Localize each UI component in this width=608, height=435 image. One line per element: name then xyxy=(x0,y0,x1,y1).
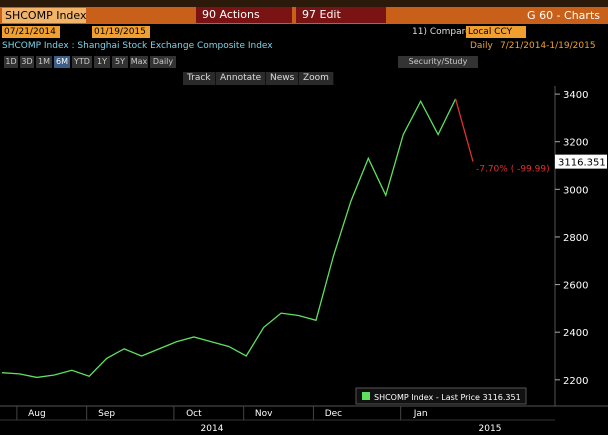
tool-button[interactable]: Annotate xyxy=(216,72,267,85)
period-button[interactable]: 3D xyxy=(20,56,34,68)
x-tick-label: Nov xyxy=(255,409,273,419)
price-line xyxy=(1,98,457,379)
end-date[interactable]: 01/19/2015 xyxy=(92,26,150,38)
security-description: SHCOMP Index : Shanghai Stock Exchange C… xyxy=(2,41,273,51)
period-button[interactable]: 1M xyxy=(36,56,52,68)
currency-select[interactable]: Local CCY xyxy=(466,26,526,38)
x-tick-label: Aug xyxy=(28,409,46,419)
screen-title: G 60 - Charts xyxy=(527,9,600,22)
compare-label[interactable]: 11) Compare xyxy=(412,27,471,37)
y-tick-label: 2600 xyxy=(563,281,588,292)
tool-button[interactable]: Track xyxy=(183,72,216,85)
price-chart: 2200 2400 2600 2800 3000 3200 3400 Aug Sep Oct Nov… xyxy=(0,86,608,434)
actions-menu[interactable]: 90 Actions xyxy=(196,7,292,23)
period-button[interactable]: YTD xyxy=(72,56,92,68)
edit-menu[interactable]: 97 Edit xyxy=(296,7,386,23)
period-button[interactable]: 1Y xyxy=(94,56,110,68)
frequency: Daily xyxy=(470,41,493,51)
start-date[interactable]: 07/21/2014 xyxy=(2,26,60,38)
plot-area xyxy=(0,86,555,406)
period-button[interactable]: Max xyxy=(130,56,148,68)
period-button[interactable]: 5Y xyxy=(112,56,128,68)
x-tick-label: Dec xyxy=(325,409,342,419)
security-input[interactable]: SHCOMP Index xyxy=(2,8,87,23)
legend-label: SHCOMP Index - Last Price 3116.351 xyxy=(374,393,521,402)
tool-button[interactable]: Zoom xyxy=(299,72,334,85)
x-tick-label: Jan xyxy=(413,409,428,419)
legend-swatch xyxy=(362,392,370,400)
last-change-segment xyxy=(454,98,474,162)
y-tick-label: 3400 xyxy=(563,90,588,101)
change-annotation: -7.70% ( -99.99) xyxy=(476,165,550,175)
x-tick-label: Sep xyxy=(98,409,115,419)
legend-box xyxy=(355,387,527,405)
year-label: 2014 xyxy=(201,424,224,434)
period-button[interactable]: Daily xyxy=(150,56,176,68)
period-button[interactable]: 6M xyxy=(54,56,70,68)
y-tick-label: 3200 xyxy=(563,138,588,149)
last-price-box xyxy=(555,154,607,169)
ticker-strip xyxy=(0,0,608,7)
period-button[interactable]: 1D xyxy=(4,56,18,68)
last-price-label: 3116.351 xyxy=(558,158,606,169)
security-study-button[interactable]: Security/Study xyxy=(398,56,478,68)
tool-button[interactable]: News xyxy=(266,72,300,85)
date-range: 7/21/2014-1/19/2015 xyxy=(500,41,596,51)
y-tick-label: 2200 xyxy=(563,376,588,387)
y-tick-label: 2800 xyxy=(563,233,588,244)
year-label: 2015 xyxy=(479,424,502,434)
x-tick-label: Oct xyxy=(186,409,202,419)
y-tick-label: 2400 xyxy=(563,328,588,339)
y-tick-label: 3000 xyxy=(563,185,588,196)
